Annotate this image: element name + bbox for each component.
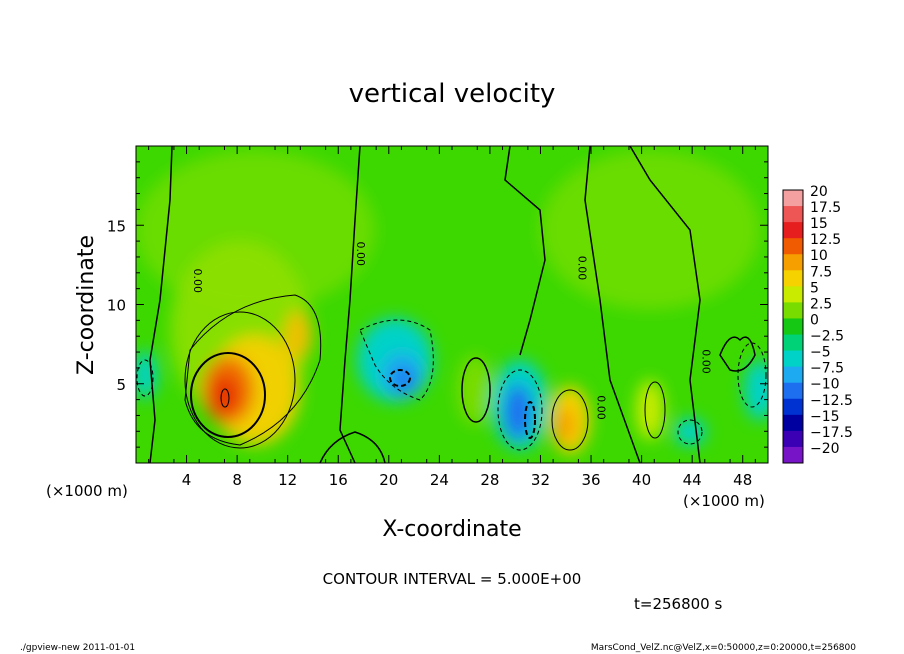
footer-right: MarsCond_VelZ.nc@VelZ,x=0:50000,z=0:2000… (591, 643, 856, 653)
colorbar-swatch-4 (783, 254, 803, 271)
colorbar-label-10: −5 (810, 345, 831, 361)
colorbar-swatch-1 (783, 206, 803, 223)
x-tick-label-5: 24 (430, 471, 449, 489)
colorbar-swatch-11 (783, 366, 803, 384)
colorbar-label-15: −17.5 (810, 425, 853, 441)
footer-left: ./gpview-new 2011-01-01 (20, 643, 135, 653)
colorbar-swatch-13 (783, 398, 803, 416)
colorbar-label-12: −10 (810, 377, 840, 393)
x-tick-label-11: 48 (733, 471, 752, 489)
x-tick-label-2: 12 (278, 471, 297, 489)
colorbar-swatch-12 (783, 382, 803, 400)
x-tick-label-0: 4 (182, 471, 192, 489)
chart-title: vertical velocity (349, 79, 556, 109)
colorbar-label-11: −7.5 (810, 361, 844, 377)
colorbar-swatch-5 (783, 270, 803, 287)
colorbar-label-9: −2.5 (810, 329, 844, 345)
time-label: t=256800 s (634, 595, 722, 613)
contour-lines (136, 146, 767, 463)
colorbar-label-2: 15 (810, 216, 828, 232)
colorbar-label-0: 20 (810, 184, 828, 200)
x-tick-label-8: 36 (581, 471, 600, 489)
colorbar-swatch-7 (783, 302, 803, 319)
colorbar-swatch-14 (783, 414, 803, 432)
colorbar-swatch-6 (783, 286, 803, 303)
contour-labels: 0.00 0.00 0.00 0.00 0.00 (191, 242, 712, 420)
plot-area: 0.000.000.000.000.00 4 8 12 16 20 24 28 32 36 40 4… (107, 145, 769, 489)
y-tick-label-0: 5 (116, 376, 126, 394)
contour-label-1: 0.00 (354, 242, 367, 267)
colorbar-label-4: 10 (810, 248, 828, 264)
contour-label-4: 0.00 (699, 349, 712, 374)
colorbar: 2017.51512.5107.552.50−2.5−5−7.5−10−12.5… (782, 184, 853, 464)
colorbar-label-3: 12.5 (810, 232, 841, 248)
colorbar-swatch-2 (783, 222, 803, 239)
colorbar-label-5: 7.5 (810, 264, 832, 280)
colorbar-swatch-8 (783, 318, 803, 336)
x-tick-label-7: 32 (531, 471, 550, 489)
y-axis-ticks: 5 10 15 (107, 161, 768, 448)
colorbar-label-13: −12.5 (810, 393, 853, 409)
x-tick-label-6: 28 (480, 471, 499, 489)
x-unit-label-left: (×1000 m) (46, 482, 128, 500)
contour-label-2: 0.00 (575, 256, 588, 281)
x-tick-label-4: 20 (379, 471, 398, 489)
colorbar-label-1: 17.5 (810, 200, 841, 216)
colorbar-swatch-0 (783, 190, 803, 207)
contour-label-0: 0.00 (191, 268, 204, 293)
x-tick-label-10: 44 (683, 471, 702, 489)
velocity-field (136, 150, 768, 454)
colorbar-swatch-16 (783, 446, 803, 464)
colorbar-swatch-3 (783, 238, 803, 255)
colorbar-frame (782, 189, 804, 464)
x-tick-label-9: 40 (632, 471, 651, 489)
colorbar-label-16: −20 (810, 441, 840, 457)
y-tick-label-2: 15 (107, 217, 126, 235)
x-tick-label-3: 16 (329, 471, 348, 489)
colorbar-label-8: 0 (810, 312, 819, 328)
x-axis-title: X-coordinate (382, 517, 521, 542)
colorbar-swatch-10 (783, 350, 803, 368)
colorbar-label-14: −15 (810, 409, 840, 425)
contour-label-3: 0.00 (594, 395, 607, 420)
y-axis-title: Z-coordinate (74, 235, 99, 375)
x-tick-label-1: 8 (232, 471, 242, 489)
colorbar-label-7: 2.5 (810, 296, 832, 312)
x-axis-ticks: 4 8 12 16 20 24 28 32 36 40 44 48 (148, 146, 756, 489)
colorbar-label-6: 5 (810, 280, 819, 296)
colorbar-swatch-15 (783, 430, 803, 448)
contour-interval-label: CONTOUR INTERVAL = 5.000E+00 (323, 570, 582, 588)
x-unit-label-right: (×1000 m) (683, 492, 765, 510)
colorbar-swatch-9 (783, 334, 803, 352)
y-tick-label-1: 10 (107, 297, 126, 315)
